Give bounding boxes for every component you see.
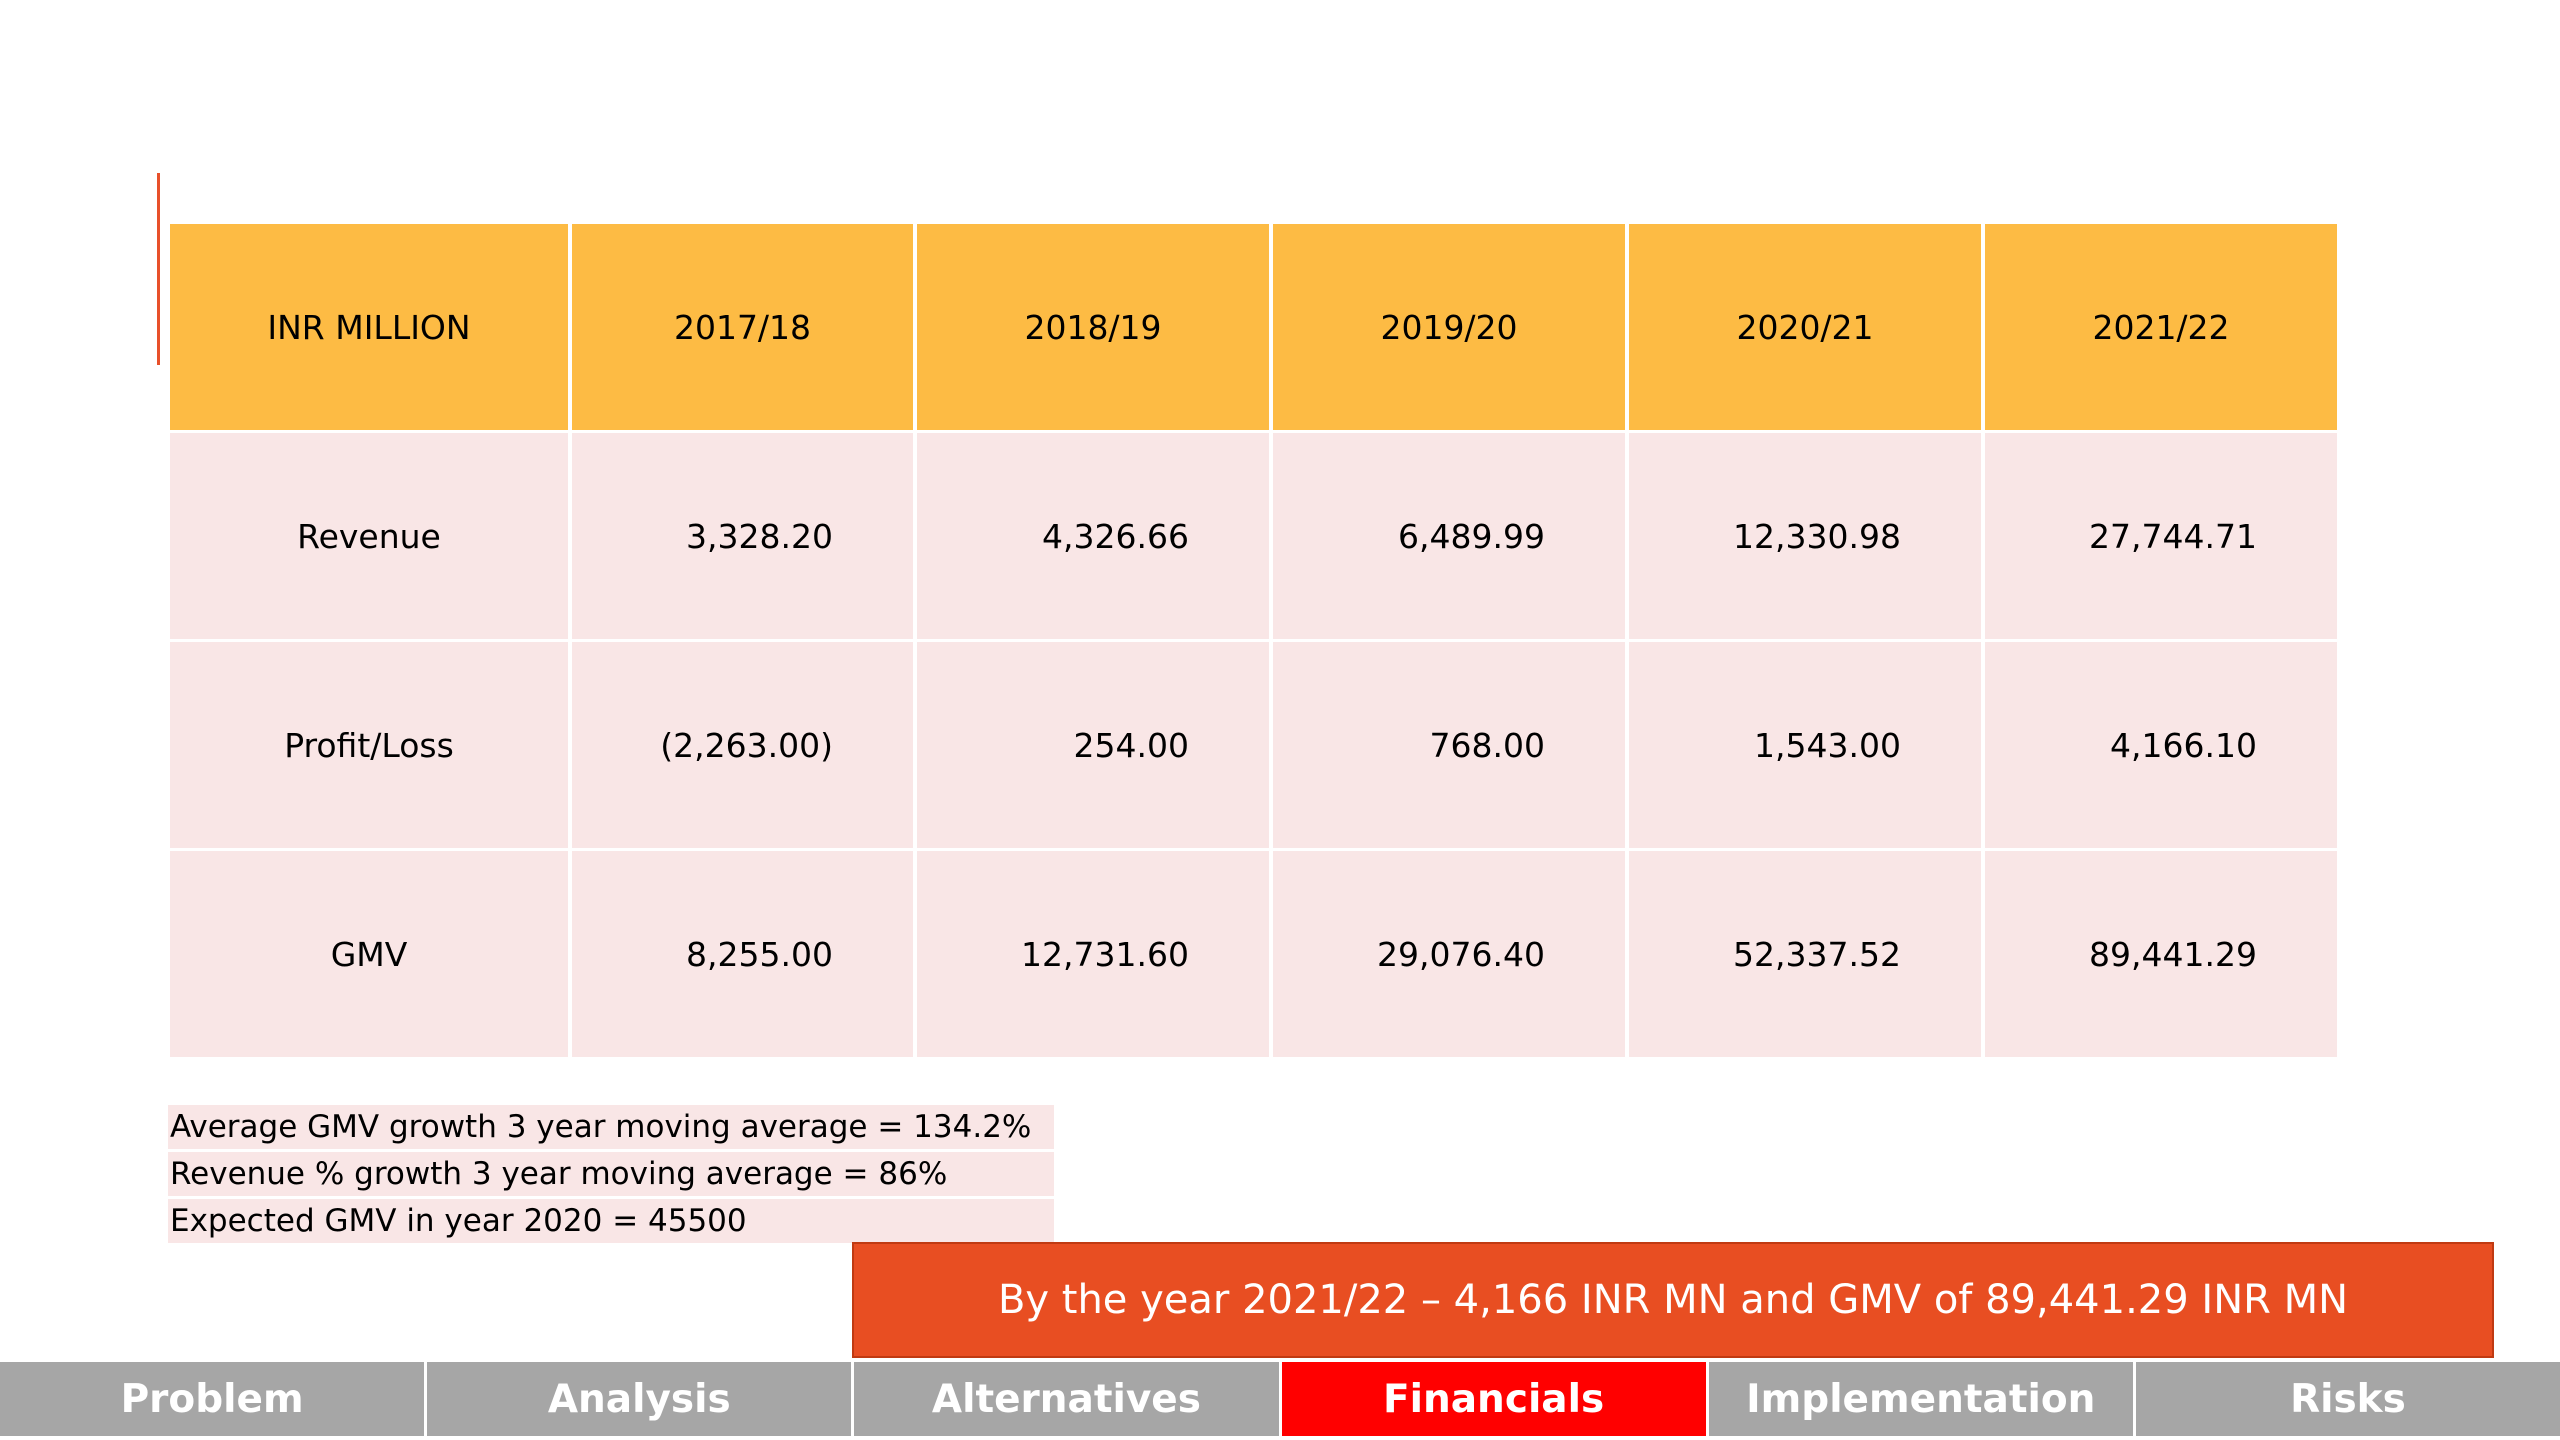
table-cell: 27,744.71: [1985, 430, 2337, 639]
note-gmv-growth: Average GMV growth 3 year moving average…: [168, 1105, 1054, 1149]
table-cell: 768.00: [1273, 639, 1625, 848]
header-cell-year: 2021/22: [1985, 224, 2337, 430]
header-cell-year: 2017/18: [572, 224, 913, 430]
header-cell-year: 2020/21: [1629, 224, 1981, 430]
row-label: Profit/Loss: [170, 639, 568, 848]
table-row-revenue: Revenue 3,328.20 4,326.66 6,489.99 12,33…: [170, 430, 2337, 639]
table-row-profit-loss: Profit/Loss (2,263.00) 254.00 768.00 1,5…: [170, 639, 2337, 848]
tab-problem[interactable]: Problem: [0, 1362, 428, 1436]
financials-table: INR MILLION 2017/18 2018/19 2019/20 2020…: [166, 224, 2341, 1057]
tab-analysis[interactable]: Analysis: [427, 1362, 855, 1436]
table-cell: 1,543.00: [1629, 639, 1981, 848]
notes-box: Average GMV growth 3 year moving average…: [168, 1105, 1054, 1246]
table-cell: (2,263.00): [572, 639, 913, 848]
table-cell: 8,255.00: [572, 848, 913, 1057]
table-cell: 3,328.20: [572, 430, 913, 639]
note-expected-gmv: Expected GMV in year 2020 = 45500: [168, 1199, 1054, 1243]
row-label: GMV: [170, 848, 568, 1057]
header-cell-label: INR MILLION: [170, 224, 568, 430]
accent-bar: [157, 173, 160, 365]
table-cell: 52,337.52: [1629, 848, 1981, 1057]
table-cell: 89,441.29: [1985, 848, 2337, 1057]
summary-callout: By the year 2021/22 – 4,166 INR MN and G…: [852, 1242, 2494, 1358]
table-header-row: INR MILLION 2017/18 2018/19 2019/20 2020…: [170, 224, 2337, 430]
table-cell: 4,326.66: [917, 430, 1269, 639]
tab-risks[interactable]: Risks: [2135, 1362, 2560, 1436]
table-cell: 4,166.10: [1985, 639, 2337, 848]
table-row-gmv: GMV 8,255.00 12,731.60 29,076.40 52,337.…: [170, 848, 2337, 1057]
table-cell: 254.00: [917, 639, 1269, 848]
table-cell: 12,731.60: [917, 848, 1269, 1057]
table-cell: 12,330.98: [1629, 430, 1981, 639]
tab-implementation[interactable]: Implementation: [1708, 1362, 2136, 1436]
tab-financials[interactable]: Financials: [1281, 1362, 1709, 1436]
table-cell: 29,076.40: [1273, 848, 1625, 1057]
table-cell: 6,489.99: [1273, 430, 1625, 639]
note-revenue-growth: Revenue % growth 3 year moving average =…: [168, 1152, 1054, 1196]
row-label: Revenue: [170, 430, 568, 639]
tab-alternatives[interactable]: Alternatives: [854, 1362, 1282, 1436]
header-cell-year: 2018/19: [917, 224, 1269, 430]
section-nav: Problem Analysis Alternatives Financials…: [0, 1362, 2560, 1436]
header-cell-year: 2019/20: [1273, 224, 1625, 430]
